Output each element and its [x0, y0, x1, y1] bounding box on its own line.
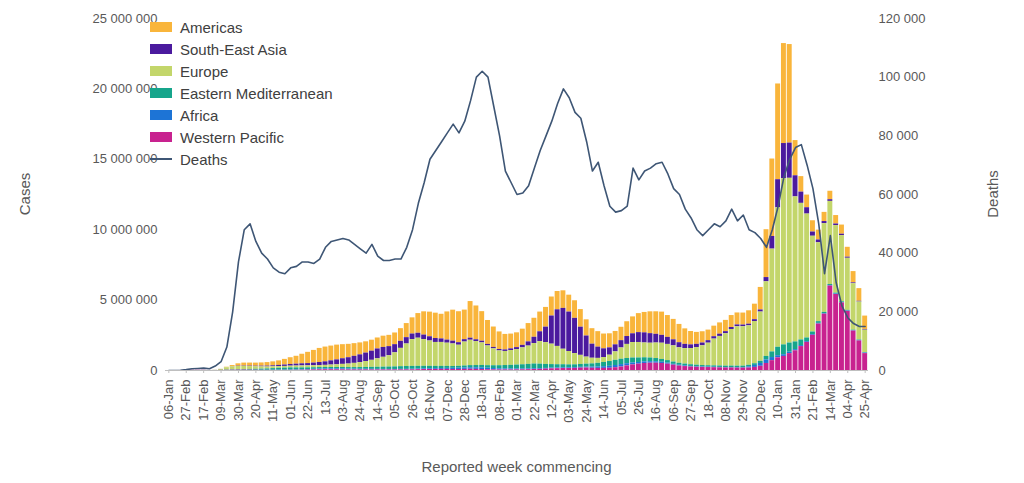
svg-text:100 000: 100 000: [879, 69, 926, 84]
svg-text:08-Nov: 08-Nov: [718, 379, 733, 421]
svg-text:27-Feb: 27-Feb: [178, 380, 193, 421]
svg-text:12-Apr: 12-Apr: [544, 379, 559, 419]
svg-text:80 000: 80 000: [879, 128, 919, 143]
svg-text:05-Jul: 05-Jul: [614, 379, 629, 415]
svg-text:30-Mar: 30-Mar: [231, 379, 246, 421]
svg-text:24-Aug: 24-Aug: [352, 380, 367, 422]
svg-text:25-Apr: 25-Apr: [857, 379, 872, 419]
svg-text:31-Jan: 31-Jan: [788, 380, 803, 420]
svg-text:20 000 000: 20 000 000: [92, 81, 157, 96]
svg-text:07-Dec: 07-Dec: [440, 379, 455, 421]
svg-text:26-Oct: 26-Oct: [405, 379, 420, 418]
svg-text:26-Jul: 26-Jul: [631, 379, 646, 415]
svg-text:0: 0: [150, 363, 157, 378]
svg-text:03-May: 03-May: [561, 379, 576, 423]
svg-text:20-Apr: 20-Apr: [248, 379, 263, 419]
svg-text:0: 0: [879, 363, 886, 378]
svg-text:24-May: 24-May: [579, 379, 594, 423]
html-text:Western Pacific: Western Pacific: [180, 128, 284, 146]
svg-text:28-Dec: 28-Dec: [457, 379, 472, 421]
html-text:Reported week commencing: Reported week commencing: [421, 457, 612, 475]
svg-text:01-Jun: 01-Jun: [283, 380, 298, 420]
html-text:Africa: Africa: [180, 106, 219, 124]
svg-text:20 000: 20 000: [879, 304, 919, 319]
svg-text:04-Apr: 04-Apr: [840, 379, 855, 419]
svg-text:10 000 000: 10 000 000: [92, 222, 157, 237]
svg-text:25 000 000: 25 000 000: [92, 11, 157, 26]
html-text:Deaths: Deaths: [180, 150, 228, 168]
svg-text:29-Nov: 29-Nov: [735, 379, 750, 421]
svg-text:17-Feb: 17-Feb: [196, 380, 211, 421]
svg-text:18-Oct: 18-Oct: [701, 379, 716, 418]
svg-text:16-Aug: 16-Aug: [648, 380, 663, 422]
svg-text:14-Sep: 14-Sep: [370, 380, 385, 422]
svg-text:06-Sep: 06-Sep: [666, 380, 681, 422]
html-text:Deaths: Deaths: [983, 170, 1001, 218]
svg-text:08-Feb: 08-Feb: [492, 380, 507, 421]
svg-text:60 000: 60 000: [879, 187, 919, 202]
svg-text:120 000: 120 000: [879, 11, 926, 26]
svg-text:05-Oct: 05-Oct: [387, 379, 402, 418]
svg-text:20-Dec: 20-Dec: [753, 379, 768, 421]
svg-text:11-May: 11-May: [265, 379, 280, 422]
html-text:South-East Asia: South-East Asia: [180, 40, 287, 58]
svg-text:5 000 000: 5 000 000: [100, 292, 158, 307]
svg-text:40 000: 40 000: [879, 245, 919, 260]
html-text:Eastern Mediterranean: Eastern Mediterranean: [180, 84, 333, 102]
svg-text:09-Mar: 09-Mar: [213, 379, 228, 421]
svg-text:27-Sep: 27-Sep: [683, 380, 698, 422]
html-text:Europe: Europe: [180, 62, 229, 80]
svg-text:10-Jan: 10-Jan: [770, 380, 785, 420]
svg-text:14-Mar: 14-Mar: [823, 379, 838, 421]
svg-text:22-Mar: 22-Mar: [527, 379, 542, 421]
svg-text:21-Feb: 21-Feb: [805, 380, 820, 421]
svg-text:16-Nov: 16-Nov: [422, 379, 437, 421]
svg-text:22-Jun: 22-Jun: [300, 380, 315, 420]
svg-text:18-Jan: 18-Jan: [474, 380, 489, 420]
svg-text:01-Mar: 01-Mar: [509, 379, 524, 421]
svg-text:03-Aug: 03-Aug: [335, 380, 350, 422]
svg-text:13-Jul: 13-Jul: [318, 379, 333, 415]
html-text:Americas: Americas: [180, 18, 243, 36]
svg-text:06-Jan: 06-Jan: [161, 380, 176, 420]
svg-text:14-Jun: 14-Jun: [596, 380, 611, 420]
html-text:Cases: Cases: [15, 172, 33, 216]
svg-text:15 000 000: 15 000 000: [92, 151, 157, 166]
